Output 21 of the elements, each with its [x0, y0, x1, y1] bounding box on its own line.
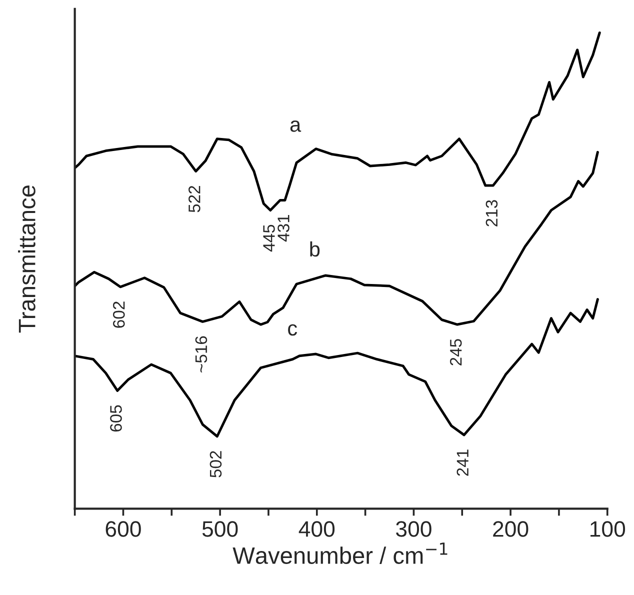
x-tick-label: 400: [298, 521, 335, 537]
x-tick-label: 500: [202, 521, 238, 537]
annotation: 445: [263, 224, 275, 252]
annotation: 431: [278, 214, 290, 242]
x-tick-label: 300: [396, 521, 432, 537]
x-axis-title: Wavenumber / cm$^{−1}$: [232, 542, 448, 564]
annotation: 522: [188, 186, 200, 212]
series-label: b: [310, 241, 320, 257]
y-axis-title: Transmittance: [18, 186, 36, 333]
annotation: 605: [110, 405, 122, 432]
x-tick-label: 600: [106, 521, 141, 537]
annotation: 502: [210, 451, 222, 478]
x-tick-label: 100: [590, 521, 626, 537]
annotation: 245: [450, 339, 462, 366]
annotation: 602: [112, 302, 125, 328]
annotation: ~516: [195, 336, 208, 372]
series-label: c: [288, 324, 298, 336]
annotation: 213: [486, 200, 498, 226]
x-tick-label: 200: [493, 521, 528, 537]
series-label: a: [290, 120, 302, 132]
annotation: 241: [456, 450, 468, 476]
